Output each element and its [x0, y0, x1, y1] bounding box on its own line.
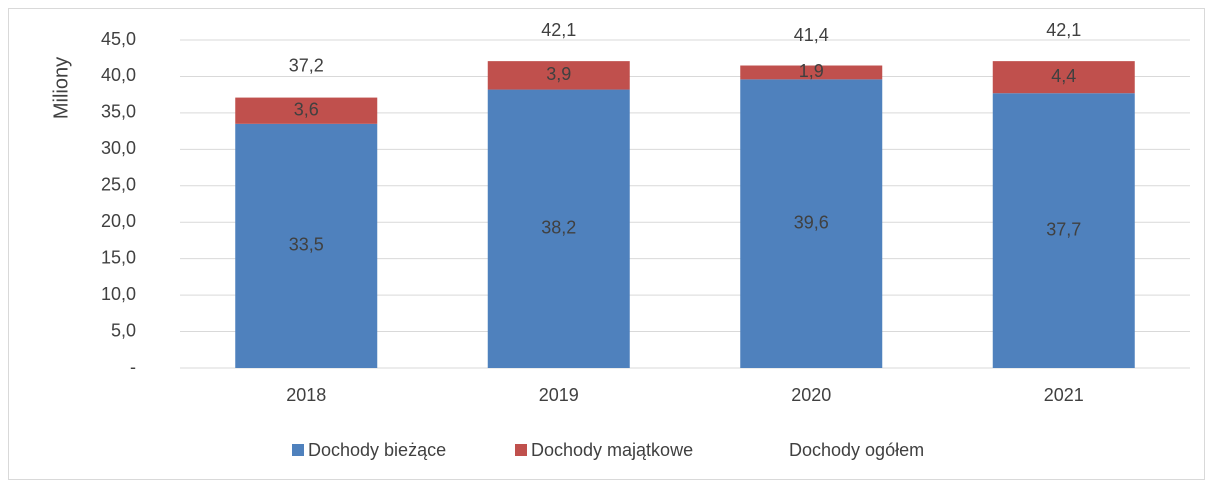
y-tick-label: 15,0: [101, 247, 136, 267]
bar-segment: [740, 65, 883, 80]
total-label: 42,1: [541, 20, 576, 40]
legend-label: Dochody majątkowe: [531, 440, 693, 460]
y-tick-label: 30,0: [101, 138, 136, 158]
bar-segment: [992, 93, 1135, 368]
data-label: 38,2: [541, 218, 576, 238]
y-axis-title: Miliony: [50, 57, 72, 119]
x-tick-label: 2019: [539, 385, 579, 405]
data-label: 3,6: [294, 99, 319, 119]
data-label: 39,6: [794, 212, 829, 232]
x-tick-label: 2020: [791, 385, 831, 405]
bar-segment: [992, 61, 1135, 94]
y-tick-label: -: [130, 357, 136, 377]
data-label: 33,5: [289, 235, 324, 255]
legend-swatch: [515, 444, 527, 456]
bar-segment: [235, 123, 378, 368]
total-label: 41,4: [794, 25, 829, 45]
y-tick-label: 25,0: [101, 175, 136, 195]
bar-segment: [487, 89, 630, 368]
y-tick-label: 10,0: [101, 284, 136, 304]
data-label: 37,7: [1046, 219, 1081, 239]
data-label: 4,4: [1051, 66, 1076, 86]
legend-label: Dochody bieżące: [308, 440, 446, 460]
legend-swatch: [292, 444, 304, 456]
y-tick-label: 35,0: [101, 102, 136, 122]
data-label: 1,9: [799, 61, 824, 81]
x-tick-label: 2018: [286, 385, 326, 405]
data-label: 3,9: [546, 64, 571, 84]
total-label: 42,1: [1046, 20, 1081, 40]
y-tick-label: 20,0: [101, 211, 136, 231]
x-tick-label: 2021: [1044, 385, 1084, 405]
total-label: 37,2: [289, 56, 324, 76]
bar-segment: [235, 97, 378, 124]
legend-label: Dochody ogółem: [789, 440, 924, 460]
bar-segment: [740, 79, 883, 369]
bar-segment: [487, 61, 630, 90]
y-tick-label: 40,0: [101, 65, 136, 85]
y-tick-label: 5,0: [111, 320, 136, 340]
y-tick-label: 45,0: [101, 29, 136, 49]
